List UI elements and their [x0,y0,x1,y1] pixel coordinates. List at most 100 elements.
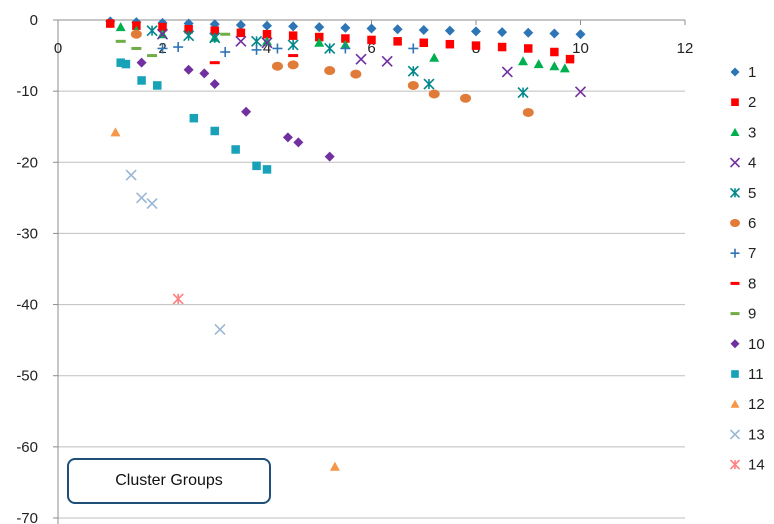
data-point [172,293,184,305]
axes [53,19,686,524]
data-point [423,78,435,90]
legend-label: 6 [748,215,756,232]
data-point [136,192,148,204]
data-point [235,35,247,47]
data-point [314,22,325,33]
data-point [156,28,169,40]
legend-label: 2 [748,94,756,111]
data-point [210,126,219,136]
series-6 [130,29,534,117]
series-9 [115,32,231,58]
data-point [340,22,351,33]
data-point [522,107,534,117]
data-point [392,24,403,35]
data-point [136,57,147,68]
data-point [209,32,221,44]
data-point [121,59,131,69]
data-point [272,43,283,54]
data-point [324,66,336,76]
data-point [549,61,560,71]
series-2 [106,19,575,64]
data-point [471,41,481,50]
x-tick-label: 10 [572,40,589,57]
data-point [199,68,210,79]
legend-marker [730,339,740,349]
legend-item-6: 6 [730,215,756,232]
legend-marker [731,98,739,107]
data-point [146,197,158,210]
legend-label: 3 [748,124,756,141]
legend-label: 10 [748,336,765,353]
data-point [146,25,158,37]
data-point [517,87,529,99]
data-point [329,461,340,471]
legend-marker [729,187,741,198]
x-tick-label: 6 [367,40,375,57]
data-point [262,20,272,31]
data-point [324,42,336,55]
data-point [288,54,299,58]
series-10 [136,57,335,162]
data-point [251,44,262,55]
series-5 [146,25,529,99]
data-point [250,35,263,47]
data-point [381,55,393,67]
data-point [419,38,428,48]
data-point [324,151,335,162]
data-point [533,59,544,69]
data-point [262,29,272,39]
data-point [110,127,121,137]
legend-label: 13 [748,426,765,443]
data-point [115,22,126,32]
data-point [366,23,377,34]
data-point [220,47,231,58]
data-point [393,37,402,46]
legend-label: 4 [748,155,756,172]
x-tick-label: 12 [677,40,694,57]
data-point [157,43,168,54]
data-point [214,323,226,336]
legend-label: 12 [748,396,765,413]
series-11 [116,58,272,174]
legend-label: 9 [748,306,756,323]
data-point [252,161,261,171]
data-point [183,30,195,42]
data-point [241,106,252,117]
y-tick-label: -50 [16,368,38,385]
series-13 [125,169,226,336]
data-point [340,43,351,54]
data-point [429,52,440,62]
data-point [293,137,304,148]
legend-item-10: 10 [730,336,765,353]
data-point [125,169,137,181]
data-point [262,36,272,46]
data-point [418,24,429,35]
legend-item-4: 4 [729,155,756,172]
data-point [350,69,362,79]
data-point [262,165,272,174]
legend-item-1: 1 [730,64,756,81]
data-point [153,81,162,90]
data-point [115,39,126,43]
legend-marker [730,281,740,285]
y-tick-label: -30 [16,225,38,242]
legend-marker [729,157,741,168]
x-tick-label: 4 [263,40,271,57]
data-point [497,42,507,52]
data-point [184,24,193,34]
data-point [574,86,587,98]
data-point [518,56,529,66]
series-4 [156,28,587,98]
data-point [341,34,350,43]
legend-label: 7 [748,245,756,262]
series-7 [157,42,419,58]
legend-item-3: 3 [730,124,756,141]
series-1 [105,16,586,40]
data-point [550,47,559,57]
legend-marker [730,67,740,77]
data-point [497,27,508,38]
data-point [355,53,367,65]
